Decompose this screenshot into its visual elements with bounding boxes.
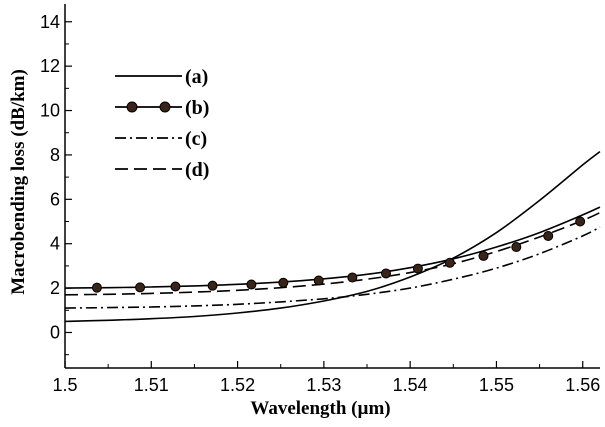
series-b-marker [313,275,324,286]
x-tick-label: 1.5 [52,375,77,395]
legend-label-2: (b) [185,97,209,119]
x-tick-label: 1.56 [565,375,600,395]
y-axis-label: Macrobending loss (dB/km) [8,69,29,295]
series-b-marker [207,280,218,291]
y-tick-label: 2 [50,278,60,298]
x-tick-label: 1.51 [134,375,169,395]
y-tick-label: 12 [40,56,60,76]
legend-label-3: (c) [185,128,207,150]
series-b-marker [170,281,181,292]
series-b-marker [135,282,146,293]
series-b-marker [412,263,423,274]
series-b-marker [575,216,586,227]
y-tick-label: 14 [40,12,60,32]
series-b-marker [511,242,522,253]
series-b-marker [246,279,257,290]
series-line-4 [64,211,601,296]
x-tick-label: 1.52 [220,375,255,395]
series-line-1 [64,150,601,323]
legend-marker [126,101,138,113]
series-b-marker [478,250,489,261]
y-tick-label: 8 [50,145,60,165]
axis-ticks: 1.5 1.51 1.52 1.53 1.54 1.55 1.56 0 2 4 6 8 10 12 14 [40,12,600,395]
series-b-marker [381,268,391,279]
legend-marker [159,101,171,113]
data-series [64,150,601,323]
legend-label-4: (d) [185,159,209,181]
y-tick-label: 4 [50,234,60,254]
series-b-marker [91,282,102,293]
x-tick-label: 1.55 [479,375,514,395]
series-b-marker [347,272,358,283]
y-tick-label: 10 [40,101,60,121]
series-b-marker [444,257,455,268]
series-line-3 [64,226,601,309]
plot-axes [64,4,600,369]
x-axis-label: Wavelength (µm) [250,398,390,419]
legend-label-1: (a) [185,66,208,88]
series-line-2 [64,206,601,289]
y-tick-label: 6 [50,189,60,209]
x-tick-label: 1.54 [393,375,428,395]
series-b-marker [543,230,554,241]
series-b-marker [278,277,289,288]
legend: (a) (b) (c) (d) [115,66,209,181]
y-tick-label: 0 [50,322,60,342]
x-tick-label: 1.53 [306,375,341,395]
